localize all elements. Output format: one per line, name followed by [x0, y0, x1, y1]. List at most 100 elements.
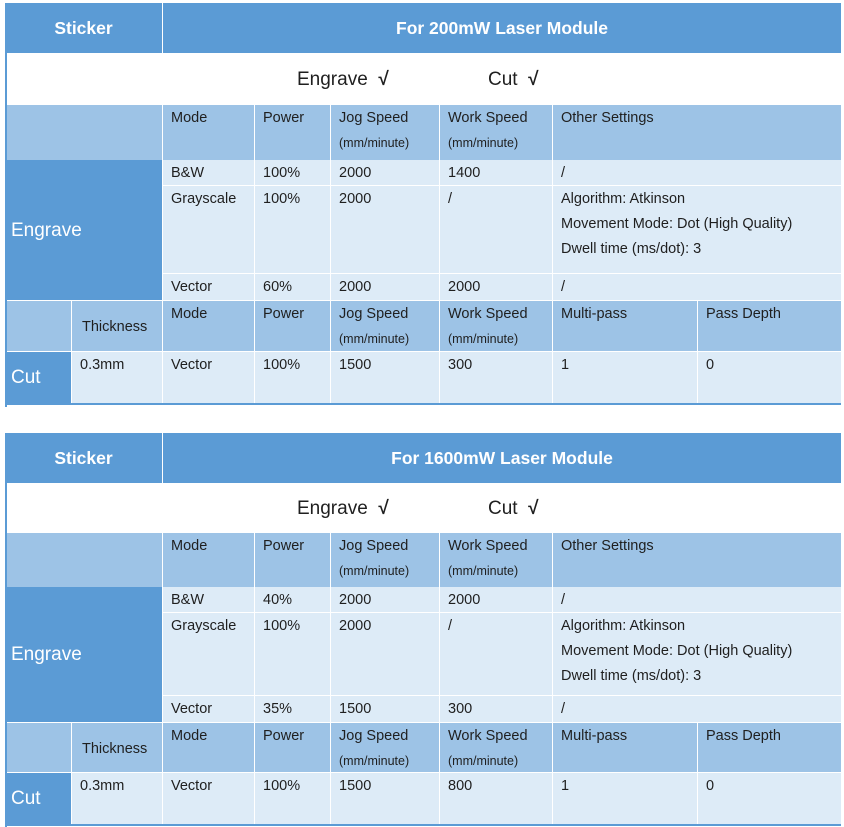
capability-row: Engrave √ Cut √ — [7, 53, 841, 105]
cut-work: 300 — [440, 352, 552, 403]
cut-capability-label: Cut — [488, 69, 518, 90]
engrave-bw-other: / — [553, 160, 841, 185]
work-speed-label: Work Speed — [448, 110, 528, 126]
jog-speed-label: Jog Speed — [339, 110, 409, 126]
engrave-vector-jog: 1500 — [331, 696, 439, 722]
cut-work-speed-unit: (mm/minute) — [448, 332, 519, 346]
jog-speed-unit: (mm/minute) — [339, 136, 410, 150]
cut-jog-speed-label: Jog Speed — [339, 306, 409, 322]
cut-row-label: Cut — [5, 773, 71, 824]
cut-pass-depth: 0 — [698, 773, 841, 824]
engrave-bw-work: 2000 — [440, 587, 552, 612]
cut-work: 800 — [440, 773, 552, 824]
cut-header-blank — [7, 723, 71, 772]
engrave-vector-mode: Vector — [163, 274, 254, 300]
work-speed-unit: (mm/minute) — [448, 564, 519, 578]
cut-jog-speed-header: Jog Speed (mm/minute) — [331, 723, 439, 772]
engrave-header-blank — [7, 533, 162, 587]
engrave-bw-power: 100% — [255, 160, 330, 185]
material-header: Sticker — [5, 3, 162, 53]
cut-work-speed-header: Work Speed (mm/minute) — [440, 723, 552, 772]
thickness-header: Thickness — [72, 301, 162, 351]
cut-work-speed-label: Work Speed — [448, 728, 528, 744]
engrave-capability: Engrave √ — [297, 69, 389, 91]
engrave-capability-label: Engrave — [297, 498, 368, 519]
cut-row-label: Cut — [5, 352, 71, 403]
work-speed-label: Work Speed — [448, 538, 528, 554]
settings-table-1600mw: Sticker For 1600mW Laser Module Engrave … — [5, 433, 841, 827]
engrave-vector-power: 60% — [255, 274, 330, 300]
engrave-vector-mode: Vector — [163, 696, 254, 722]
engrave-vector-other: / — [553, 274, 841, 300]
cut-capability: Cut √ — [488, 69, 539, 91]
power-header: Power — [255, 105, 330, 160]
cut-jog: 1500 — [331, 352, 439, 403]
engrave-bw-other: / — [553, 587, 841, 612]
engrave-vector-jog: 2000 — [331, 274, 439, 300]
cut-power: 100% — [255, 352, 330, 403]
cut-mode-header: Mode — [163, 301, 254, 351]
cut-work-speed-unit: (mm/minute) — [448, 754, 519, 768]
engrave-row-label: Engrave — [5, 587, 162, 722]
work-speed-unit: (mm/minute) — [448, 136, 519, 150]
algorithm-setting: Algorithm: Atkinson — [561, 191, 686, 207]
cut-work-speed-label: Work Speed — [448, 306, 528, 322]
pass-depth-header: Pass Depth — [698, 301, 841, 351]
other-settings-header: Other Settings — [553, 533, 841, 587]
mode-header: Mode — [163, 105, 254, 160]
capability-row: Engrave √ Cut √ — [7, 483, 841, 533]
engrave-check-mark: √ — [378, 69, 389, 90]
engrave-grayscale-mode: Grayscale — [163, 613, 254, 695]
material-header: Sticker — [5, 433, 162, 483]
cut-capability-label: Cut — [488, 498, 518, 519]
table-bottom-edge — [5, 403, 841, 405]
cut-jog-speed-unit: (mm/minute) — [339, 754, 410, 768]
jog-speed-header: Jog Speed (mm/minute) — [331, 533, 439, 587]
engrave-check-mark: √ — [378, 498, 389, 519]
work-speed-header: Work Speed (mm/minute) — [440, 105, 552, 160]
engrave-grayscale-jog: 2000 — [331, 186, 439, 273]
work-speed-header: Work Speed (mm/minute) — [440, 533, 552, 587]
cut-multi-pass: 1 — [553, 352, 697, 403]
cut-check-mark: √ — [528, 498, 539, 519]
cut-capability: Cut √ — [488, 498, 539, 520]
jog-speed-label: Jog Speed — [339, 538, 409, 554]
multi-pass-header: Multi-pass — [553, 301, 697, 351]
engrave-bw-mode: B&W — [163, 587, 254, 612]
cut-work-speed-header: Work Speed (mm/minute) — [440, 301, 552, 351]
cut-multi-pass: 1 — [553, 773, 697, 824]
engrave-row-label: Engrave — [5, 160, 162, 300]
settings-table-200mw: Sticker For 200mW Laser Module Engrave √… — [5, 3, 841, 407]
multi-pass-header: Multi-pass — [553, 723, 697, 772]
engrave-vector-work: 300 — [440, 696, 552, 722]
cut-thickness: 0.3mm — [72, 352, 162, 403]
engrave-grayscale-work: / — [440, 186, 552, 273]
dwell-time-setting: Dwell time (ms/dot): 3 — [561, 668, 702, 684]
algorithm-setting: Algorithm: Atkinson — [561, 618, 686, 634]
cut-jog: 1500 — [331, 773, 439, 824]
jog-speed-unit: (mm/minute) — [339, 564, 410, 578]
cut-pass-depth: 0 — [698, 352, 841, 403]
cut-thickness: 0.3mm — [72, 773, 162, 824]
engrave-grayscale-other: Algorithm: Atkinson Movement Mode: Dot (… — [553, 186, 841, 273]
engrave-vector-other: / — [553, 696, 841, 722]
engrave-vector-power: 35% — [255, 696, 330, 722]
cut-mode: Vector — [163, 352, 254, 403]
movement-mode-setting: Movement Mode: Dot (High Quality) — [561, 643, 793, 659]
module-title: For 200mW Laser Module — [163, 3, 841, 53]
cut-jog-speed-unit: (mm/minute) — [339, 332, 410, 346]
cut-mode: Vector — [163, 773, 254, 824]
mode-header: Mode — [163, 533, 254, 587]
dwell-time-setting: Dwell time (ms/dot): 3 — [561, 241, 702, 257]
power-header: Power — [255, 533, 330, 587]
jog-speed-header: Jog Speed (mm/minute) — [331, 105, 439, 160]
cut-power: 100% — [255, 773, 330, 824]
cut-check-mark: √ — [528, 69, 539, 90]
engrave-capability-label: Engrave — [297, 69, 368, 90]
engrave-vector-work: 2000 — [440, 274, 552, 300]
engrave-grayscale-jog: 2000 — [331, 613, 439, 695]
table-bottom-edge — [5, 824, 841, 826]
module-title: For 1600mW Laser Module — [163, 433, 841, 483]
engrave-bw-mode: B&W — [163, 160, 254, 185]
cut-jog-speed-header: Jog Speed (mm/minute) — [331, 301, 439, 351]
